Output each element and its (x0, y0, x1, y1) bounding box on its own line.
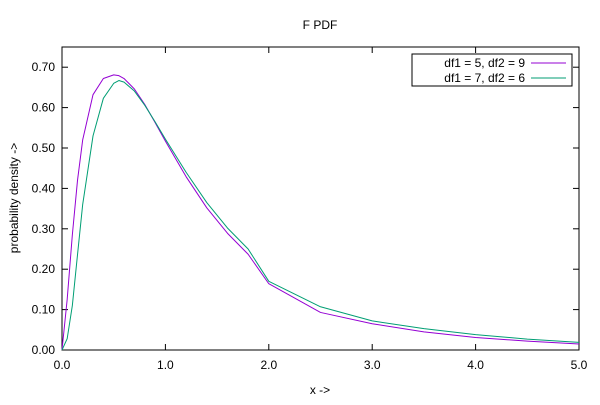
series-line-2 (61, 80, 580, 351)
y-tick-label: 0.00 (32, 343, 56, 357)
series-lines (61, 74, 580, 351)
x-tick-label: 2.0 (260, 358, 277, 372)
x-axis-label: x -> (310, 383, 330, 397)
y-tick-label: 0.60 (32, 101, 56, 115)
y-tick-label: 0.40 (32, 181, 56, 195)
x-tick-label: 0.0 (54, 358, 71, 372)
x-axis-ticks: 0.0 1.0 2.0 3.0 4.0 5.0 (54, 47, 588, 372)
series-line-1 (61, 74, 580, 351)
y-tick-label: 0.70 (32, 60, 56, 74)
y-tick-label: 0.50 (32, 141, 56, 155)
chart-title: F PDF (303, 18, 338, 32)
plot-frame (61, 46, 580, 351)
y-axis-ticks: 0.00 0.10 0.20 0.30 0.40 0.50 0.60 0.70 (32, 60, 579, 357)
y-tick-label: 0.20 (32, 262, 56, 276)
legend-label-2: df1 = 7, df2 = 6 (444, 71, 525, 85)
x-tick-label: 5.0 (571, 358, 588, 372)
y-tick-label: 0.30 (32, 222, 56, 236)
x-tick-label: 1.0 (157, 358, 174, 372)
x-tick-label: 3.0 (364, 358, 381, 372)
y-axis-label: probability density -> (7, 143, 21, 253)
x-tick-label: 4.0 (467, 358, 484, 372)
legend-label-1: df1 = 5, df2 = 9 (444, 56, 525, 70)
legend-box (411, 53, 573, 87)
y-tick-label: 0.10 (32, 303, 56, 317)
